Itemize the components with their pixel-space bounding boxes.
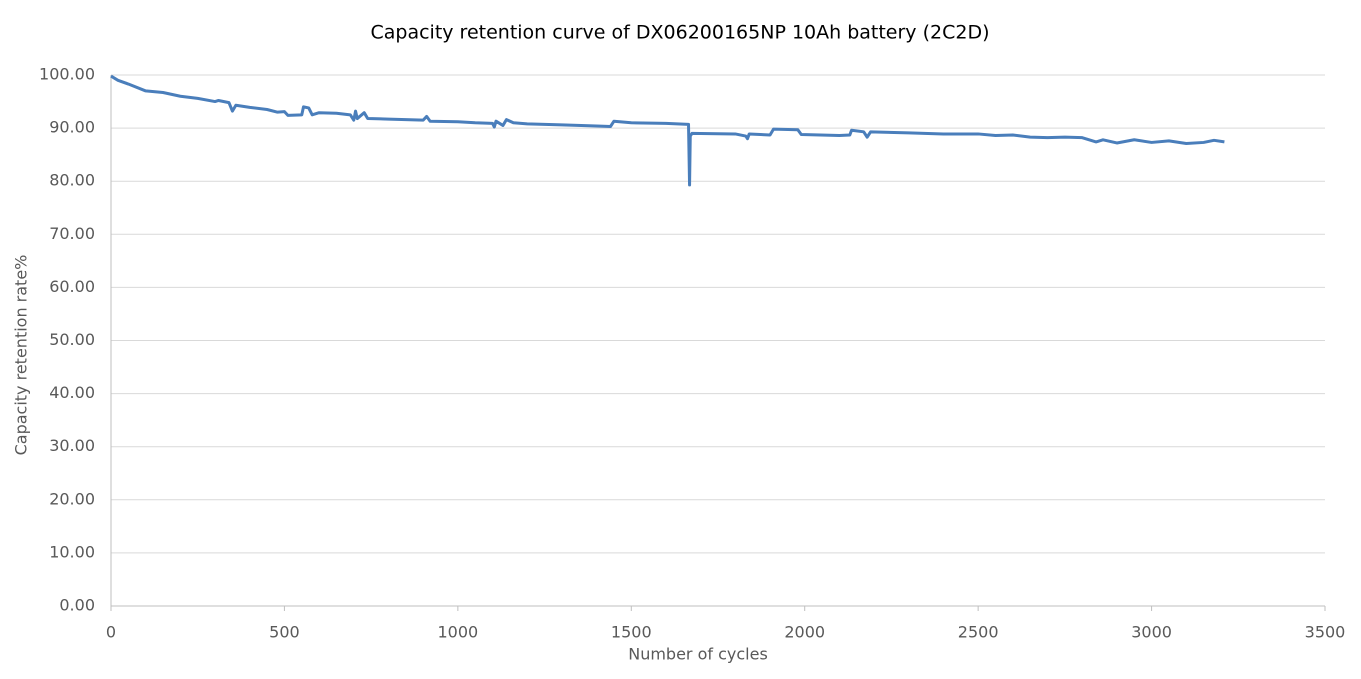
y-tick-label: 80.00 [49,171,95,190]
data-line [110,74,1225,187]
x-tick-label: 1000 [437,623,478,642]
y-tick-label: 70.00 [49,224,95,243]
x-axis-label: Number of cycles [628,645,768,664]
x-tick-label: 500 [269,623,300,642]
y-tick-label: 60.00 [49,277,95,296]
x-tick-label: 3000 [1131,623,1172,642]
y-tick-label: 100.00 [39,65,95,84]
chart-title: Capacity retention curve of DX06200165NP… [370,22,989,44]
y-tick-label: 40.00 [49,383,95,402]
x-tick-label: 3500 [1305,623,1346,642]
x-tick-label: 1500 [611,623,652,642]
x-tick-label: 2000 [784,623,825,642]
x-tick-label: 2500 [958,623,999,642]
y-tick-label: 20.00 [49,489,95,508]
y-tick-label: 30.00 [49,436,95,455]
x-tick-label: 0 [106,623,116,642]
y-tick-label: 50.00 [49,330,95,349]
y-tick-label: 10.00 [49,542,95,561]
y-axis-label: Capacity retention rate% [12,255,31,456]
y-tick-label: 0.00 [59,596,95,615]
y-tick-label: 90.00 [49,118,95,137]
